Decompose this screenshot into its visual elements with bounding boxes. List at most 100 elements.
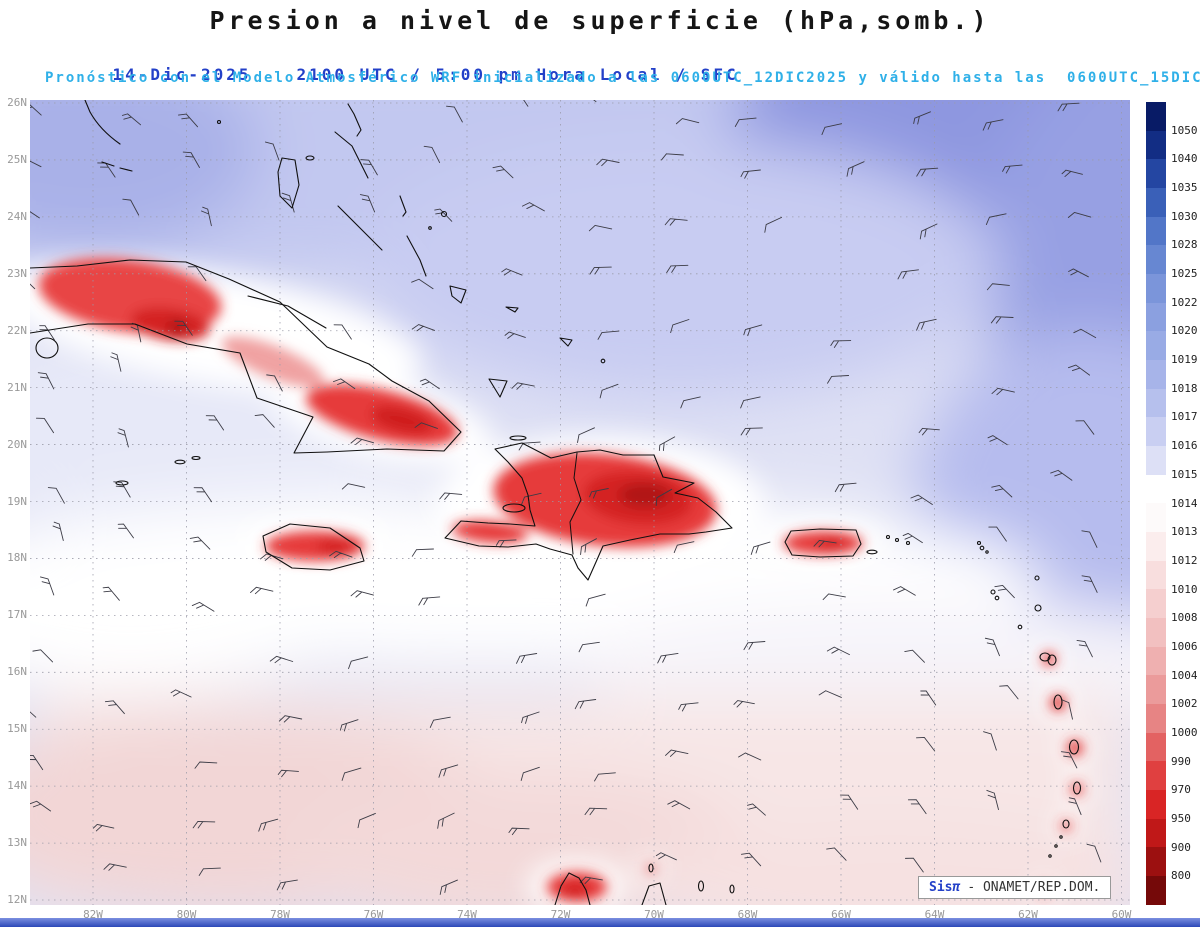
colorbar-segment — [1146, 646, 1166, 676]
wind-barb — [597, 330, 620, 340]
colorbar-tick-label: 800 — [1171, 869, 1191, 883]
lat-tick-label: 23N — [7, 266, 27, 280]
wind-barb — [508, 827, 530, 836]
wind-barb — [574, 699, 597, 710]
wind-barb — [47, 487, 65, 504]
wind-barb — [986, 283, 1010, 291]
wind-barb — [117, 523, 134, 539]
wind-barb — [510, 100, 529, 107]
forecast-time: 2100 UTC / 5:00 pm Hora Local / SFC — [296, 65, 739, 84]
vieques — [866, 549, 878, 555]
wind-barb — [193, 487, 213, 503]
colorbar-tick-label: 1035 — [1171, 181, 1198, 195]
wind-barb — [916, 737, 936, 752]
colorbar-segment — [1146, 847, 1166, 877]
colorbar-segment — [1146, 302, 1166, 332]
colorbar-segment — [1146, 130, 1166, 160]
wind-barb — [518, 441, 541, 451]
grenadines-1 — [1059, 835, 1063, 839]
lon-tick-label: 72W — [550, 908, 571, 921]
wind-barb — [170, 689, 192, 698]
wind-barb — [117, 428, 129, 448]
wind-barb — [670, 319, 690, 334]
wind-barb — [733, 700, 755, 708]
wind-barb — [187, 266, 207, 282]
wind-barb — [522, 202, 545, 212]
wind-barb — [1068, 797, 1082, 816]
cuba-coastline — [30, 259, 462, 454]
wind-barb — [596, 158, 620, 167]
wind-barb — [411, 324, 436, 332]
lon-tick-label: 60W — [1111, 908, 1132, 921]
colorbar-segment — [1146, 446, 1166, 475]
wind-barb — [827, 375, 850, 384]
wind-barb — [902, 532, 923, 544]
colorbar-tick-label: 1025 — [1171, 267, 1198, 281]
wind-barb — [897, 269, 919, 280]
wind-barb — [333, 324, 352, 340]
colorbar-segment — [1146, 790, 1166, 819]
puerto-rico-coastline — [784, 528, 862, 558]
wind-barb — [589, 488, 609, 499]
wind-barb — [1061, 699, 1073, 720]
wind-barb — [655, 852, 677, 861]
colorbar-tick-label: 1006 — [1171, 639, 1198, 653]
wind-barb — [1057, 102, 1080, 112]
andros — [277, 157, 300, 209]
wind-barb — [982, 119, 1004, 131]
wind-barb — [893, 586, 916, 596]
wind-barb — [910, 494, 933, 505]
wind-barb — [664, 218, 688, 226]
wind-barb — [102, 586, 120, 601]
wind-barb — [740, 427, 763, 436]
grenadines-2 — [1054, 844, 1058, 848]
wind-barb — [37, 372, 55, 390]
wind-barb — [30, 754, 44, 771]
wind-barb — [678, 702, 699, 712]
colorbar-segment — [1146, 360, 1166, 389]
colorbar-tick-label: 950 — [1171, 811, 1191, 825]
lat-tick-label: 24N — [7, 209, 27, 223]
wind-barb — [657, 652, 679, 664]
wind-barb — [830, 340, 852, 348]
wind-barb — [439, 879, 458, 895]
lon-tick-label: 62W — [1018, 908, 1038, 921]
curacao — [697, 880, 705, 892]
wind-barb — [1076, 639, 1093, 658]
lon-tick-label: 78W — [270, 908, 290, 921]
turks — [600, 358, 606, 364]
pi-logo: π — [952, 880, 961, 895]
wind-barb — [492, 165, 514, 179]
wind-barb — [276, 879, 298, 891]
wind-barb — [350, 437, 374, 445]
lat-tick-label: 22N — [7, 323, 27, 337]
wind-barb — [740, 169, 761, 179]
grenadines-3 — [1048, 854, 1052, 858]
wind-barb — [277, 769, 299, 778]
wind-barb — [846, 161, 865, 177]
eleuthera — [334, 131, 369, 179]
haiti-dr-border — [569, 452, 582, 555]
wind-barb — [983, 731, 997, 751]
wind-barb — [1060, 751, 1078, 769]
model-info-line: Pronóstico con el Modelo Atmosférico WRF… — [45, 70, 1200, 86]
colorbar-segment — [1146, 675, 1166, 705]
wind-barb — [341, 483, 366, 490]
lat-tick-label: 15N — [7, 722, 27, 736]
wind-barb — [578, 641, 600, 653]
colorbar-segment — [1146, 618, 1166, 647]
wind-barb — [991, 387, 1015, 396]
wind-barbs — [30, 100, 1102, 895]
colorbar-segment — [1146, 417, 1166, 447]
wind-barb — [360, 159, 378, 176]
wind-barb — [121, 113, 142, 126]
wind-barb — [437, 812, 455, 829]
wind-barb — [826, 646, 850, 656]
wind-barb — [913, 111, 931, 125]
colorbar-tick-label: 1010 — [1171, 582, 1198, 596]
chart-title: Presion a nivel de superficie (hPa,somb.… — [209, 6, 991, 35]
colorbar-tick-label: 1018 — [1171, 381, 1198, 395]
st-barth — [985, 550, 989, 554]
barbuda — [1034, 575, 1040, 581]
lat-tick-label: 19N — [7, 494, 27, 508]
